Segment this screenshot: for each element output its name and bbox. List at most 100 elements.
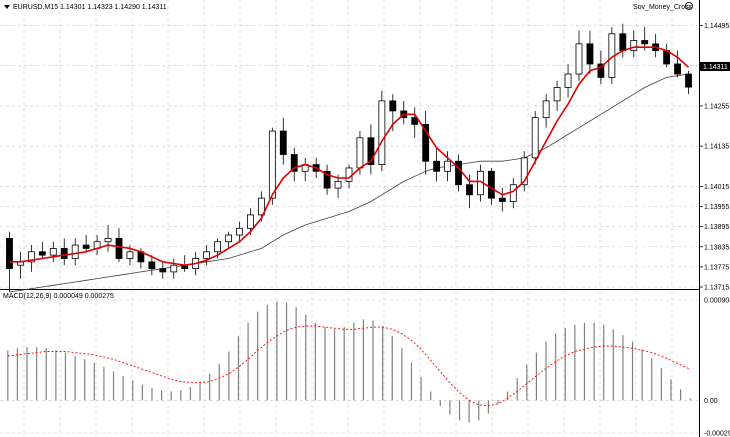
candle xyxy=(455,154,462,192)
candle xyxy=(378,90,386,172)
candle-bear xyxy=(148,261,156,269)
candle-bull xyxy=(564,73,572,88)
candle xyxy=(509,178,517,209)
candle-bull xyxy=(126,251,134,259)
candle-bear xyxy=(674,63,681,75)
candle-bear xyxy=(290,154,298,172)
candle-bear xyxy=(279,130,287,155)
candle xyxy=(301,157,309,182)
candle xyxy=(290,147,298,182)
candle-bear xyxy=(60,248,68,259)
candle-bull xyxy=(170,264,178,273)
candle-bull xyxy=(356,137,364,169)
candle xyxy=(170,258,178,279)
candle-bull xyxy=(444,160,451,172)
macd-tick-label: 0.00 xyxy=(704,398,718,405)
candle-bear xyxy=(323,170,331,189)
candle-bear xyxy=(466,184,473,196)
slow-ma-line xyxy=(9,73,689,293)
candle xyxy=(236,221,243,242)
candle xyxy=(6,231,13,293)
main-grid xyxy=(0,0,698,288)
macd-scale: 0.000904 0.00 -0.000294 xyxy=(704,298,730,437)
candle xyxy=(38,241,46,259)
candle xyxy=(93,235,101,256)
candle xyxy=(685,70,692,95)
macd-signal-line xyxy=(7,325,691,407)
candle xyxy=(422,110,430,175)
candle-bear xyxy=(487,170,495,199)
candle-bear xyxy=(597,63,605,78)
candle xyxy=(542,94,550,128)
price-tick-label: 1.13895 xyxy=(704,224,729,231)
slow-moving-average xyxy=(9,73,689,293)
price-tick-label: 1.14495 xyxy=(704,23,729,30)
candle-bull xyxy=(214,241,221,253)
candle xyxy=(82,235,90,252)
candle-bull xyxy=(71,244,79,259)
candle xyxy=(531,110,539,165)
candle xyxy=(115,228,123,262)
candle-bull xyxy=(225,234,232,243)
candle xyxy=(498,188,506,212)
candle xyxy=(663,43,671,68)
candle-bull xyxy=(268,130,276,199)
candle-bear xyxy=(455,160,462,186)
price-tick-label: 1.13835 xyxy=(704,244,729,251)
candle-bear xyxy=(115,237,123,259)
fast-moving-average xyxy=(9,46,690,267)
candle-bull xyxy=(203,251,211,259)
candle xyxy=(444,151,451,182)
candle-bull xyxy=(49,248,57,256)
smiley-icon xyxy=(685,2,694,10)
macd-tick-label: 0.000904 xyxy=(704,298,730,305)
candle-bull xyxy=(345,167,353,182)
macd-tick-label: -0.000294 xyxy=(704,431,730,437)
candle xyxy=(279,117,287,165)
candle-bull xyxy=(334,180,342,189)
candle-bear xyxy=(433,160,441,172)
candle-bear xyxy=(38,251,46,256)
candle xyxy=(148,255,156,276)
price-tick-label: 1.14135 xyxy=(704,144,729,151)
macd-grid xyxy=(0,291,698,437)
candle-bear xyxy=(159,268,167,273)
candle-bull xyxy=(542,100,550,119)
candle-bear xyxy=(498,197,506,202)
candle-bear xyxy=(6,237,13,269)
candles xyxy=(6,23,692,293)
candle xyxy=(586,30,594,75)
candle xyxy=(49,241,57,262)
price-tick-label: 1.14015 xyxy=(704,184,729,191)
candle-bull xyxy=(247,214,254,229)
candle-bull xyxy=(104,237,112,243)
fast-ma-line xyxy=(9,46,690,267)
candle xyxy=(367,124,375,175)
price-tick-label: 1.13775 xyxy=(704,264,729,271)
candle xyxy=(323,164,331,195)
candle xyxy=(268,127,276,205)
candle xyxy=(553,80,561,111)
current-price-marker: 1.14311 xyxy=(700,62,730,71)
candle xyxy=(400,100,408,125)
candle-bear xyxy=(619,33,627,51)
candle-bear xyxy=(367,137,375,165)
candle xyxy=(520,151,528,192)
price-tick-label: 1.13715 xyxy=(704,285,729,292)
candle xyxy=(203,245,211,266)
candle-bear xyxy=(586,43,594,65)
candle-bull xyxy=(257,197,265,216)
macd-title: MACD(12,26,9) 0.000049 0.000275 xyxy=(3,293,114,300)
candle-bear xyxy=(685,73,692,88)
candle xyxy=(564,63,572,98)
candle-bull xyxy=(520,157,528,186)
symbol-dropdown-icon[interactable] xyxy=(4,5,10,9)
candle-bear xyxy=(389,100,397,112)
candle xyxy=(104,224,112,252)
candle-bull xyxy=(630,40,638,51)
candle xyxy=(27,245,35,272)
candle-bull xyxy=(531,117,539,159)
candle xyxy=(60,238,68,266)
